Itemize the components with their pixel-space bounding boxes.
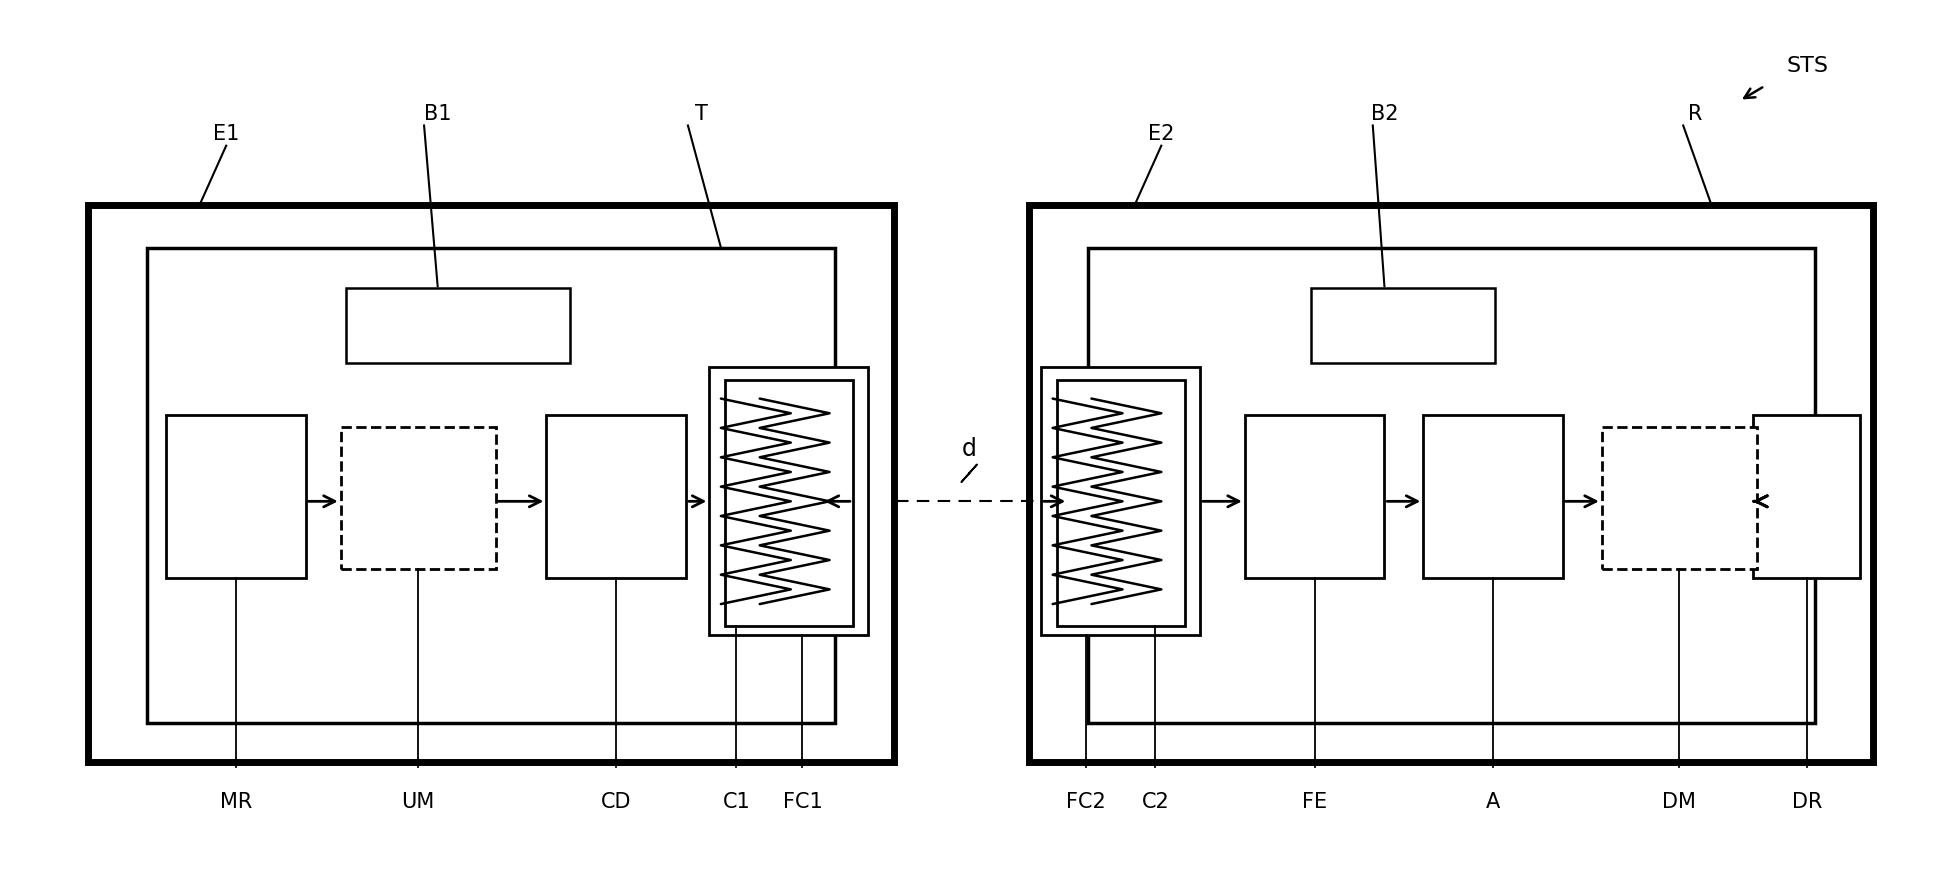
- Text: E2: E2: [1149, 124, 1174, 145]
- Bar: [1245, 416, 1385, 578]
- Bar: [1311, 288, 1495, 362]
- Bar: [1030, 204, 1874, 762]
- Bar: [1602, 426, 1757, 569]
- Text: C1: C1: [723, 791, 750, 812]
- Text: E1: E1: [213, 124, 238, 145]
- Bar: [147, 249, 836, 723]
- Text: FE: FE: [1301, 791, 1327, 812]
- Bar: [1041, 367, 1200, 635]
- Text: B2: B2: [1370, 104, 1399, 124]
- Bar: [346, 288, 569, 362]
- Bar: [1088, 249, 1815, 723]
- Bar: [547, 416, 686, 578]
- Text: A: A: [1485, 791, 1501, 812]
- Text: T: T: [696, 104, 707, 124]
- Text: MR: MR: [219, 791, 252, 812]
- Bar: [1753, 416, 1860, 578]
- Text: FC2: FC2: [1065, 791, 1106, 812]
- Bar: [709, 367, 868, 635]
- Bar: [1423, 416, 1563, 578]
- Text: CD: CD: [602, 791, 631, 812]
- Bar: [340, 426, 496, 569]
- Bar: [725, 380, 852, 626]
- Text: d: d: [961, 437, 977, 460]
- Bar: [166, 416, 305, 578]
- Text: STS: STS: [1786, 56, 1829, 76]
- Text: DR: DR: [1792, 791, 1823, 812]
- Text: DM: DM: [1663, 791, 1696, 812]
- Text: FC1: FC1: [782, 791, 823, 812]
- Text: B1: B1: [424, 104, 451, 124]
- Text: C2: C2: [1141, 791, 1168, 812]
- Bar: [88, 204, 893, 762]
- Text: UM: UM: [403, 791, 436, 812]
- Bar: [1057, 380, 1184, 626]
- Text: R: R: [1688, 104, 1702, 124]
